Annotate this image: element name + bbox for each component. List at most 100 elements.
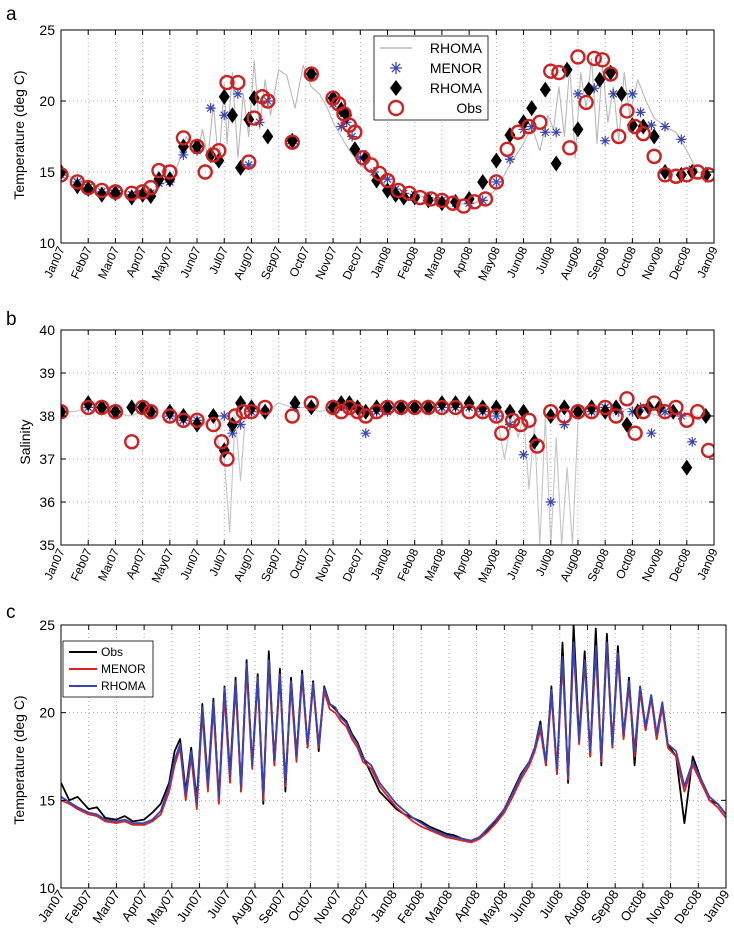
y-tick-label: 25: [39, 22, 55, 38]
x-tick-label: Mar07: [89, 887, 122, 926]
obs-point: [243, 404, 260, 420]
y-tick-label: 39: [39, 365, 55, 381]
menor-point: [205, 103, 216, 114]
obs-point: [423, 191, 439, 207]
obs-point: [284, 134, 300, 150]
obs-point: [504, 412, 521, 428]
obs-point: [175, 130, 192, 146]
obs-point: [189, 138, 205, 155]
x-tick-label: May08: [475, 244, 503, 283]
obs-point: [124, 434, 140, 450]
panel-letter-c: c: [6, 602, 16, 623]
x-tick-label: Jan09: [694, 546, 721, 582]
x-tick-label: Jul07: [206, 244, 231, 276]
legend-label: RHOMA: [430, 40, 483, 56]
rhoma-point: [382, 399, 393, 416]
menor-point: [676, 134, 687, 145]
legend-asterisk-swatch: [390, 62, 402, 74]
x-tick-label: Nov08: [639, 546, 666, 584]
x-tick-label: Dec07: [340, 546, 367, 584]
obs-point: [602, 66, 619, 82]
x-tick-label: Jan09: [694, 244, 721, 280]
rhoma-point: [477, 173, 489, 190]
legend-label: MENOR: [430, 60, 482, 76]
x-tick-label: May07: [144, 887, 179, 928]
obs-point: [543, 404, 559, 420]
x-tick-label: Jun08: [504, 244, 531, 280]
y-tick-label: 20: [39, 93, 55, 109]
menor-point: [243, 159, 254, 170]
panel-letter-a: a: [6, 4, 17, 25]
x-tick-label: Feb07: [62, 887, 95, 926]
menor-point: [178, 149, 189, 160]
y-axis-label-c: Temperature (deg C): [11, 695, 27, 824]
rhoma-point: [395, 399, 407, 416]
obs-point: [608, 408, 624, 424]
menor-point: [635, 402, 646, 413]
series-menor-line: [61, 645, 726, 844]
obs-point: [363, 157, 379, 173]
rhoma-point: [648, 128, 660, 145]
menor-point: [613, 406, 624, 417]
x-tick-label: Mar07: [95, 244, 122, 281]
menor-point: [600, 135, 611, 146]
menor-point: [559, 419, 570, 430]
obs-point: [586, 50, 602, 67]
x-tick-label: Jan09: [700, 887, 733, 925]
x-tick-label: Jul08: [533, 244, 558, 276]
x-tick-label: Dec08: [671, 887, 705, 926]
rhoma-point: [207, 408, 219, 424]
menor-point: [227, 428, 238, 439]
obs-point: [689, 164, 706, 180]
obs-point: [529, 438, 545, 454]
x-tick-label: Feb08: [394, 546, 421, 583]
obs-point: [657, 167, 673, 183]
x-tick-label: Feb08: [394, 244, 421, 281]
menor-point: [526, 121, 537, 132]
obs-point: [447, 399, 464, 416]
obs-point: [246, 110, 262, 126]
x-tick-label: Jun07: [177, 244, 204, 280]
series-obs-circle: [61, 391, 714, 467]
series-rhoma-line: [61, 641, 726, 842]
x-tick-label: Sep08: [585, 244, 612, 282]
plot-area-c: [61, 625, 726, 844]
obs-point: [162, 164, 178, 180]
menor-point: [627, 88, 638, 99]
x-tick-label: Apr07: [123, 546, 149, 581]
rhoma-point: [371, 399, 383, 416]
obs-point: [646, 395, 662, 411]
y-tick-label: 37: [39, 451, 55, 467]
x-tick-label: Jun08: [506, 887, 539, 925]
rhoma-point: [504, 127, 516, 144]
obs-point: [627, 425, 643, 441]
x-tick-label: Sep07: [255, 887, 289, 926]
rhoma-point: [572, 403, 584, 420]
obs-point: [494, 425, 510, 441]
rhoma-point: [71, 178, 83, 195]
menor-point: [219, 411, 230, 421]
y-tick-label: 40: [39, 322, 55, 338]
obs-point: [257, 399, 273, 416]
menor-point: [687, 436, 698, 447]
x-tick-label: Aug07: [231, 244, 258, 282]
x-tick-label: Jan08: [368, 244, 395, 280]
obs-point: [134, 399, 151, 416]
obs-point: [390, 182, 407, 199]
rhoma-point: [594, 71, 606, 88]
obs-point: [594, 52, 611, 68]
menor-point: [608, 88, 619, 99]
obs-point: [679, 167, 695, 183]
menor-point: [491, 176, 502, 187]
x-tick-label: Jun08: [504, 546, 531, 582]
x-tick-label: Oct07: [286, 546, 312, 581]
rhoma-point: [436, 395, 448, 412]
y-axis-label-a: Temperature (deg C): [11, 70, 27, 199]
obs-point: [189, 412, 205, 428]
x-tick-label: Jun07: [173, 887, 206, 925]
x-tick-label: Mar08: [422, 546, 449, 583]
obs-point: [700, 167, 714, 183]
y-tick-label: 25: [39, 617, 55, 633]
obs-point: [488, 408, 505, 424]
obs-point: [583, 404, 600, 420]
